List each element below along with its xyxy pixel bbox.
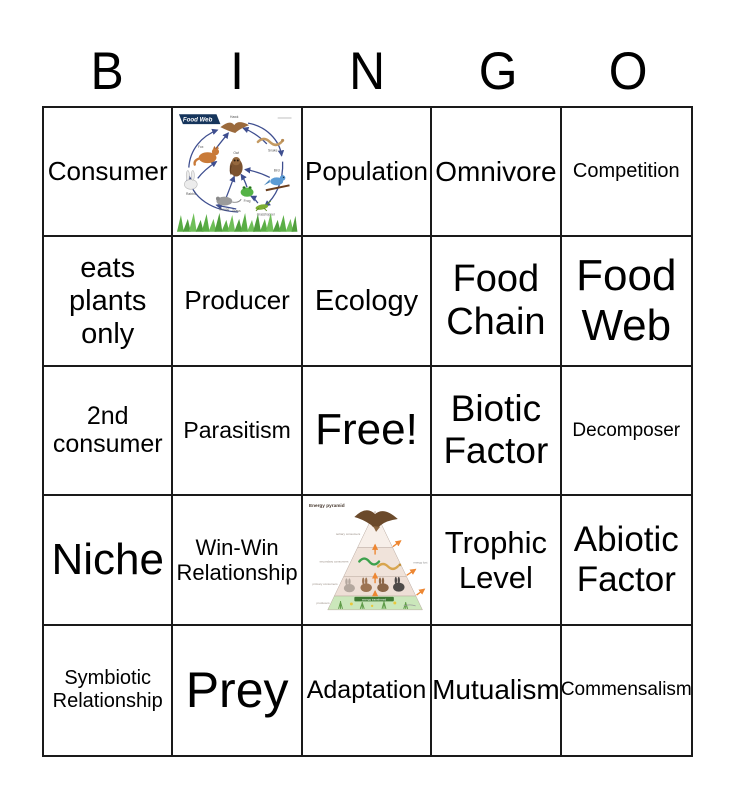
bingo-cell-food-web[interactable]: Food Web (561, 237, 691, 367)
cell-label: Food Web (576, 250, 677, 351)
cell-label: Biotic Factor (443, 388, 549, 472)
energy-arrows (371, 540, 426, 597)
bingo-cell-adaptation[interactable]: Adaptation (302, 625, 433, 755)
energy-lost-label: energy lost (413, 560, 427, 564)
bingo-cell-eats-plants-only[interactable]: eats plants only (44, 237, 174, 367)
cell-label: Omnivore (435, 155, 557, 187)
bingo-title: B I N G O (42, 44, 693, 104)
energy-pyramid-title: Energy pyramid (309, 503, 345, 509)
cell-label: Food Chain (446, 257, 546, 344)
cell-label: Ecology (314, 284, 419, 317)
owl-icon: Owl (230, 151, 244, 177)
bingo-cell-trophic-level[interactable]: Trophic Level (432, 496, 562, 626)
cell-label: Mutualism (432, 674, 560, 706)
hawk-icon: Hawk (220, 115, 250, 133)
grass-icon (177, 212, 298, 232)
cell-label: Win-Win Relationship (176, 534, 298, 585)
pyramid-bands (327, 510, 423, 610)
snakes-icon (357, 557, 401, 570)
bingo-cell-competition[interactable]: Competition (561, 108, 691, 238)
bingo-cell-parasitism[interactable]: Parasitism (173, 366, 303, 497)
bingo-cell-producer[interactable]: Producer (173, 237, 303, 367)
bingo-cell-consumer[interactable]: Consumer (44, 108, 174, 238)
svg-text:Frog: Frog (244, 199, 251, 203)
snake-icon: Snake (257, 137, 285, 152)
bird-icon: Bird (264, 168, 291, 191)
bingo-cell-niche[interactable]: Niche (44, 496, 174, 626)
grasshopper-icon: Grasshopper (255, 200, 275, 216)
food-web-title: Food Web (183, 116, 213, 123)
bingo-cell-commensalism[interactable]: Commensalism (561, 625, 691, 755)
bingo-cell-energy-pyramid-image[interactable]: Energy pyramid (302, 496, 433, 626)
svg-text:tertiary consumers: tertiary consumers (336, 532, 361, 536)
cell-label: 2nd consumer (52, 401, 163, 459)
fox-icon: Fox (193, 145, 220, 166)
frog-icon: Frog (241, 185, 254, 203)
svg-text:Rabbit: Rabbit (186, 192, 196, 196)
eagle-icon (354, 510, 398, 532)
grass-label: Grass (232, 209, 241, 213)
cell-label: Decomposer (572, 419, 681, 441)
svg-text:Mouse: Mouse (220, 207, 230, 211)
cell-label: Prey (185, 661, 289, 718)
cell-label: Niche (51, 534, 164, 584)
svg-text:producers: producers (316, 601, 330, 605)
svg-text:Bird: Bird (274, 168, 280, 172)
trophic-level-labels: tertiary consumers secondary consumers p… (312, 532, 360, 605)
bingo-cell-free[interactable]: Free! (302, 366, 433, 497)
cell-label: Consumer (47, 155, 168, 186)
bingo-cell-ecology[interactable]: Ecology (302, 237, 433, 367)
bingo-cell-food-chain[interactable]: Food Chain (432, 237, 562, 367)
cell-label: Trophic Level (444, 524, 547, 595)
cell-label: Population (305, 155, 428, 186)
energy-pyramid-image: Energy pyramid (304, 498, 429, 622)
bingo-cell-omnivore[interactable]: Omnivore (432, 108, 562, 238)
bingo-cell-decomposer[interactable]: Decomposer (561, 366, 691, 497)
bingo-grid: Consumer Food Web (42, 106, 693, 757)
bingo-cell-abiotic-factor[interactable]: Abiotic Factor (561, 496, 691, 626)
watermark-mark (278, 116, 292, 119)
bingo-cell-2nd-consumer[interactable]: 2nd consumer (44, 366, 174, 497)
rabbits-icon (343, 576, 405, 593)
svg-text:Owl: Owl (234, 151, 240, 155)
bingo-cell-population[interactable]: Population (302, 108, 433, 238)
bingo-letter-o: O (608, 42, 648, 101)
cell-label: Competition (572, 160, 680, 183)
bingo-letter-g: G (478, 42, 518, 101)
cell-label: Symbiotic Relationship (52, 667, 163, 713)
bingo-cell-win-win-relationship[interactable]: Win-Win Relationship (173, 496, 303, 626)
cell-label: Free! (315, 405, 418, 455)
bingo-cell-biotic-factor[interactable]: Biotic Factor (432, 366, 562, 497)
svg-text:primary consumers: primary consumers (312, 582, 338, 586)
bingo-cell-mutualism[interactable]: Mutualism (432, 625, 562, 755)
food-web-banner: Food Web (179, 113, 221, 124)
signature-mark (403, 604, 416, 607)
cell-label: Commensalism (561, 679, 691, 701)
mouse-icon: Mouse (216, 196, 242, 211)
svg-text:Fox: Fox (198, 145, 204, 149)
svg-text:Hawk: Hawk (230, 115, 239, 119)
cell-label: Abiotic Factor (573, 520, 679, 599)
cell-label: Adaptation (306, 676, 427, 705)
svg-text:Snake: Snake (268, 148, 278, 152)
producers-icon: energy transferred (337, 596, 416, 609)
svg-text:Grasshopper: Grasshopper (257, 212, 275, 216)
svg-text:secondary consumers: secondary consumers (319, 559, 348, 563)
bingo-cell-food-web-image[interactable]: Food Web (173, 108, 303, 238)
bingo-cell-prey[interactable]: Prey (173, 625, 303, 755)
food-web-image: Food Web (175, 110, 299, 234)
cell-label: eats plants only (69, 251, 147, 350)
bingo-cell-symbiotic-relationship[interactable]: Symbiotic Relationship (44, 625, 174, 755)
cell-label: Producer (184, 285, 290, 316)
bingo-letter-n: N (349, 42, 386, 101)
bingo-letter-b: B (90, 42, 124, 101)
rabbit-icon: Rabbit (184, 169, 198, 196)
bingo-letter-i: I (230, 42, 245, 101)
cell-label: Parasitism (183, 417, 291, 444)
energy-transferred-label: energy transferred (362, 597, 386, 601)
